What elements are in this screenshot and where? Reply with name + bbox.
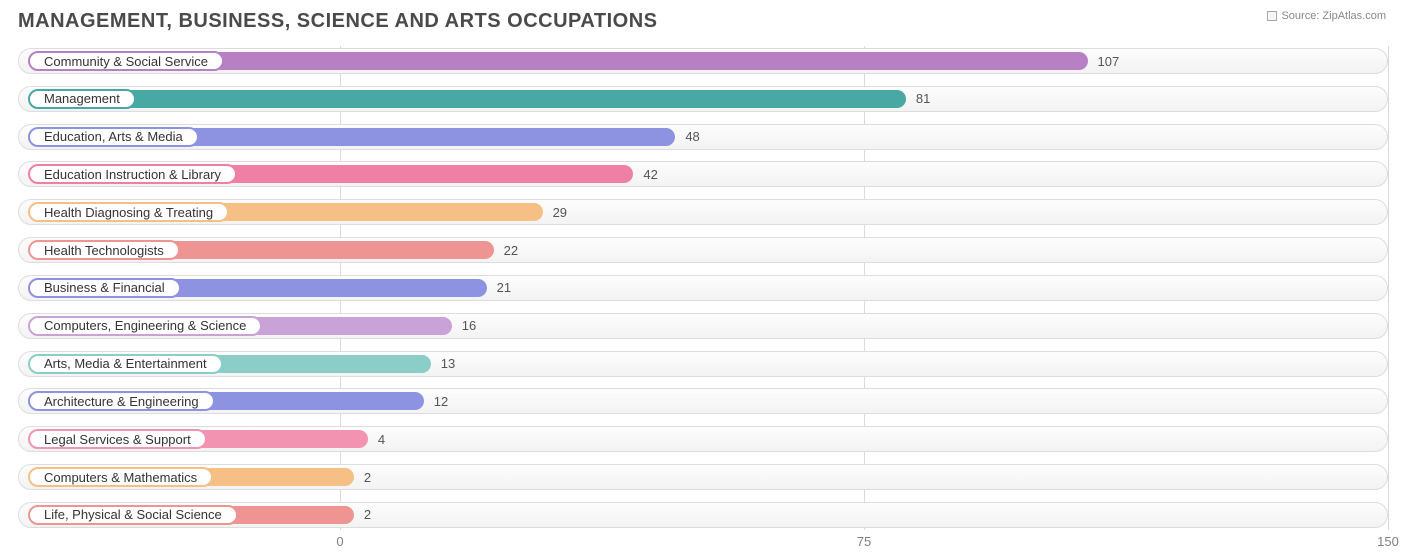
bar-row: Education Instruction & Library 42 <box>18 159 1388 189</box>
source-attribution: Source: ZipAtlas.com <box>1267 10 1386 22</box>
bar-row: Community & Social Service 107 <box>18 46 1388 76</box>
x-tick-label: 75 <box>857 534 871 549</box>
bar-row: Arts, Media & Entertainment 13 <box>18 349 1388 379</box>
category-pill: Life, Physical & Social Science <box>28 505 238 525</box>
value-label: 16 <box>452 311 476 341</box>
category-pill: Architecture & Engineering <box>28 391 215 411</box>
bar-row: Computers & Mathematics 2 <box>18 462 1388 492</box>
bar-row: Education, Arts & Media 48 <box>18 122 1388 152</box>
category-pill: Education Instruction & Library <box>28 164 237 184</box>
bar-fill <box>32 90 906 108</box>
value-label: 2 <box>354 500 371 530</box>
category-pill: Computers, Engineering & Science <box>28 316 262 336</box>
bar-row: Architecture & Engineering 12 <box>18 386 1388 416</box>
gridline <box>1388 46 1389 530</box>
value-label: 107 <box>1088 46 1120 76</box>
category-pill: Community & Social Service <box>28 51 224 71</box>
value-label: 29 <box>543 197 567 227</box>
chart-area: Community & Social Service 107 Management 8… <box>18 46 1388 530</box>
bar-row: Legal Services & Support 4 <box>18 424 1388 454</box>
bar-rows: Community & Social Service 107 Management 8… <box>18 46 1388 530</box>
bar-row: Life, Physical & Social Science 2 <box>18 500 1388 530</box>
value-label: 81 <box>906 84 930 114</box>
chart-title: MANAGEMENT, BUSINESS, SCIENCE AND ARTS O… <box>0 0 1406 33</box>
value-label: 12 <box>424 386 448 416</box>
value-label: 22 <box>494 235 518 265</box>
source-text: Source: ZipAtlas.com <box>1281 10 1386 22</box>
category-pill: Education, Arts & Media <box>28 127 199 147</box>
value-label: 21 <box>487 273 511 303</box>
bar-row: Computers, Engineering & Science 16 <box>18 311 1388 341</box>
value-label: 4 <box>368 424 385 454</box>
x-axis: 075150 <box>18 534 1388 552</box>
value-label: 48 <box>675 122 699 152</box>
value-label: 42 <box>633 159 657 189</box>
category-pill: Legal Services & Support <box>28 429 207 449</box>
x-tick-label: 150 <box>1377 534 1399 549</box>
bar-row: Business & Financial 21 <box>18 273 1388 303</box>
bar-row: Health Diagnosing & Treating 29 <box>18 197 1388 227</box>
bar-row: Health Technologists 22 <box>18 235 1388 265</box>
value-label: 2 <box>354 462 371 492</box>
category-pill: Business & Financial <box>28 278 181 298</box>
category-pill: Health Technologists <box>28 240 180 260</box>
source-icon <box>1267 11 1277 21</box>
value-label: 13 <box>431 349 455 379</box>
bar-row: Management 81 <box>18 84 1388 114</box>
category-pill: Health Diagnosing & Treating <box>28 202 229 222</box>
category-pill: Management <box>28 89 136 109</box>
x-tick-label: 0 <box>336 534 343 549</box>
category-pill: Arts, Media & Entertainment <box>28 354 223 374</box>
category-pill: Computers & Mathematics <box>28 467 213 487</box>
